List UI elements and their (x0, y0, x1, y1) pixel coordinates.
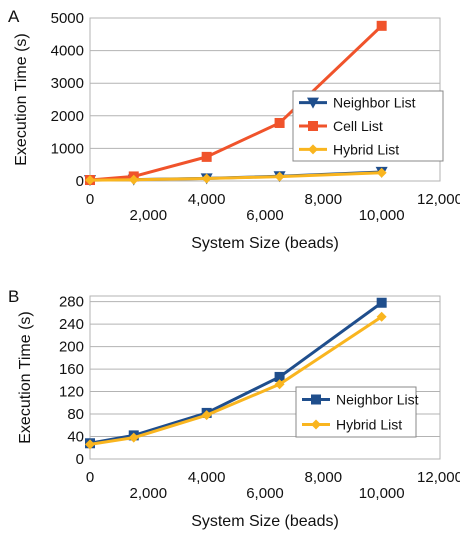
x-tick-label: 2,000 (130, 207, 168, 224)
panel-label: B (8, 287, 19, 306)
y-tick-label: 240 (59, 316, 84, 333)
y-tick-label: 0 (76, 173, 84, 190)
y-tick-label: 200 (59, 339, 84, 356)
y-tick-label: 40 (67, 429, 84, 446)
data-point-cell-list (274, 117, 285, 128)
chart-panel-a: A 0 1000 2000 3000 4000 5000 0 2,000 4,000 6,000 8,… (8, 7, 460, 252)
x-axis-label: System Size (beads) (191, 513, 339, 530)
data-point-cell-list (376, 20, 387, 31)
y-tick-label: 4000 (51, 43, 84, 60)
data-point-hybrid-list (128, 174, 139, 185)
data-point-hybrid-list (376, 167, 387, 178)
x-tick-label: 0 (86, 191, 94, 208)
panel-label: A (8, 7, 20, 26)
y-tick-label: 0 (76, 451, 84, 468)
y-tick-label: 2000 (51, 108, 84, 125)
data-point-hybrid-list (128, 432, 139, 443)
legend-label: Neighbor List (336, 392, 419, 408)
x-tick-label: 6,000 (246, 485, 284, 502)
x-tick-label: 12,000 (417, 191, 460, 208)
data-point-neighbor-list (376, 297, 387, 308)
x-tick-label: 12,000 (417, 469, 460, 486)
legend-label: Cell List (333, 118, 383, 134)
plot-frame (89, 295, 441, 460)
y-tick-label: 1000 (51, 140, 84, 157)
x-tick-label: 4,000 (188, 469, 226, 486)
data-point-hybrid-list (201, 173, 212, 184)
data-point-hybrid-list (85, 439, 95, 450)
data-point-hybrid-list (274, 171, 285, 182)
x-tick-label: 4,000 (188, 191, 226, 208)
data-point-hybrid-list (201, 410, 212, 421)
y-tick-label: 160 (59, 361, 84, 378)
y-tick-label: 5000 (51, 10, 84, 27)
legend-label: Hybrid List (333, 141, 399, 157)
x-axis-label: System Size (beads) (191, 235, 339, 252)
x-tick-label: 10,000 (359, 207, 405, 224)
x-tick-label: 2,000 (130, 485, 168, 502)
chart-panel-b: B 0 40 80 120 160 200 240 280 0 2,000 4,000 6,000 8,0… (8, 287, 460, 530)
x-tick-label: 8,000 (305, 191, 343, 208)
data-point-hybrid-list (376, 311, 387, 322)
x-tick-label: 8,000 (305, 469, 343, 486)
y-tick-label: 120 (59, 384, 84, 401)
y-axis-label: Execution Time (s) (13, 33, 30, 165)
data-point-cell-list (201, 151, 212, 162)
data-point-hybrid-list (85, 175, 95, 186)
data-point-neighbor-list (274, 371, 285, 382)
data-point-hybrid-list (274, 379, 285, 390)
legend-marker-hybrid-list (308, 144, 318, 155)
legend: Neighbor List Hybrid List (295, 386, 419, 438)
y-tick-label: 80 (67, 406, 84, 423)
legend: Neighbor List Cell List Hybrid List (292, 90, 444, 162)
y-tick-label: 3000 (51, 75, 84, 92)
legend-marker-neighbor-list (311, 394, 321, 405)
legend-label: Neighbor List (333, 95, 416, 111)
legend-marker-hybrid-list (311, 419, 321, 430)
legend-marker-cell-list (308, 121, 318, 131)
legend-marker-neighbor-list (307, 97, 319, 109)
legend-label: Hybrid List (336, 417, 402, 433)
y-axis-label: Execution Time (s) (17, 311, 34, 443)
x-tick-label: 0 (86, 469, 94, 486)
y-tick-label: 280 (59, 294, 84, 311)
x-tick-label: 10,000 (359, 485, 405, 502)
x-tick-label: 6,000 (246, 207, 284, 224)
